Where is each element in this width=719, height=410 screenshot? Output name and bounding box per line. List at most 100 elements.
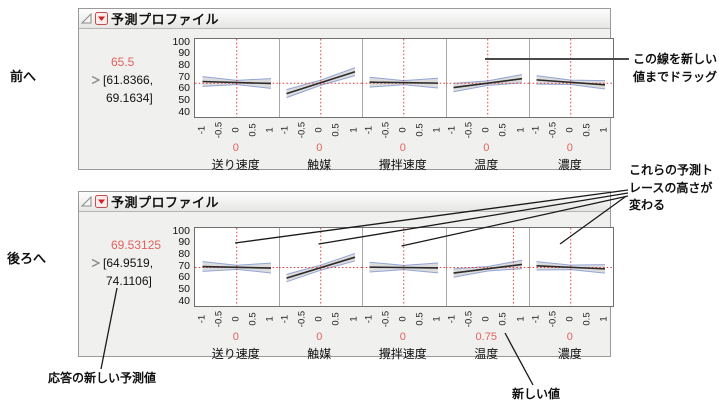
collapse-triangle-icon[interactable] (81, 196, 92, 207)
x-tick-label: 0.5 (247, 123, 259, 137)
factor-current-value[interactable]: 0 (316, 331, 323, 343)
red-triangle-menu-icon[interactable] (95, 195, 108, 208)
prediction-profiler-panel-top: 予測プロファイル 65.5 [61.8366, 69.1634] 100 90 80… (78, 8, 614, 172)
x-tick-label: 0 (230, 127, 242, 133)
x-tick-label: -1 (196, 314, 207, 324)
profiler-cell-送り速度[interactable] (195, 39, 279, 117)
x-tick-label: 1 (264, 316, 276, 322)
response-value-block: 69.53125 [64.9519, 74.1106] (91, 236, 187, 290)
x-tick-label: 0 (230, 316, 242, 322)
x-tick-label: 0 (397, 316, 409, 322)
profiler-cell-温度[interactable] (445, 228, 529, 306)
y-tick-label: 90 (178, 236, 190, 249)
profiler-plot-strip: 100 90 80 70 60 50 40 -1 -0.5 0 0.5 1 -1 -0.5 0 0.5 1 -1-… (172, 225, 614, 361)
x-tick-label: -1 (196, 125, 207, 135)
y-tick-label: 90 (178, 47, 190, 60)
y-tick-label: 80 (178, 58, 190, 71)
annotation-prev: 前へ (10, 69, 37, 84)
factor-current-value[interactable]: 0 (399, 331, 406, 343)
factor-name-label: 濃度 (557, 347, 582, 361)
x-tick-label: 0.5 (330, 123, 342, 137)
panel-title: 予測プロファイル (111, 195, 220, 210)
ci-lower: [61.8366, (103, 73, 154, 87)
panel-titlebar: 予測プロファイル (79, 192, 610, 212)
factor-name-label: 送り速度 (211, 158, 260, 172)
x-tick-label: -0.5 (547, 121, 559, 139)
x-tick-label: 1 (431, 127, 443, 133)
factor-current-value[interactable]: 0 (232, 142, 239, 154)
x-tick-label: 0.5 (414, 312, 426, 326)
profiler-cell-攪拌速度[interactable] (362, 39, 446, 117)
annotation-drag-line: この線を新しい 値までドラッグ (633, 52, 718, 84)
x-tick-label: 0.5 (581, 312, 593, 326)
x-tick-label: 0.5 (581, 123, 593, 137)
collapse-triangle-icon[interactable] (81, 13, 92, 24)
x-tick-label: 0.5 (247, 312, 259, 326)
x-tick-label: -0.5 (463, 121, 475, 139)
response-value-block: 65.5 [61.8366, 69.1634] (91, 53, 187, 107)
x-tick-label: 0 (564, 127, 576, 133)
response-axis[interactable]: 100 90 80 70 60 50 40 (164, 35, 190, 118)
x-tick-label: -1 (530, 125, 541, 135)
y-tick-label: 100 (172, 224, 190, 237)
x-tick-label: 0 (313, 316, 325, 322)
x-tick-label: 0 (313, 127, 325, 133)
prediction-profiler-panel-bottom: 予測プロファイル 69.53125 [64.9519, 74.1106] 100… (78, 191, 614, 361)
response-arrow-icon[interactable] (91, 75, 100, 85)
y-tick-label: 80 (178, 247, 190, 260)
annotation-next: 後ろへ (7, 251, 47, 266)
y-tick-label: 60 (178, 271, 190, 284)
x-tick-label: 1 (431, 316, 443, 322)
x-tick-label: 1 (598, 316, 610, 322)
factor-current-value[interactable]: 0 (483, 142, 490, 154)
profiler-cell-触媒[interactable] (278, 39, 362, 117)
y-tick-label: 70 (178, 70, 190, 83)
factor-current-value[interactable]: 0 (566, 142, 573, 154)
x-tick-label: 0.5 (497, 123, 509, 137)
profiler-cells-row (194, 38, 614, 118)
factor-current-value[interactable]: 0 (316, 142, 323, 154)
factor-name-label: 攪拌速度 (378, 347, 427, 361)
profiler-cell-温度[interactable] (445, 39, 529, 117)
x-tick-label: 1 (348, 316, 359, 322)
x-tick-label: 0.5 (497, 312, 509, 326)
factor-name-label: 送り速度 (211, 347, 260, 361)
factor-current-value[interactable]: 0 (566, 331, 573, 343)
x-tick-label: -1 (446, 125, 458, 135)
factor-name-label: 触媒 (307, 347, 332, 361)
y-tick-label: 100 (172, 35, 190, 48)
profiler-cell-触媒[interactable] (278, 228, 362, 306)
y-tick-label: 70 (178, 259, 190, 272)
factor-current-value[interactable]: 0 (232, 331, 239, 343)
x-tick-label: -1 (446, 314, 458, 324)
x-tick-label: -0.5 (213, 310, 225, 328)
annotation-traces-change: これらの予測ト レースの高さが 変わる (629, 163, 714, 212)
y-tick-label: 40 (178, 105, 190, 118)
panel-content: 65.5 [61.8366, 69.1634] 100 90 80 70 60 50 40-… (79, 29, 614, 172)
predicted-value: 65.5 (111, 55, 135, 69)
response-axis[interactable]: 100 90 80 70 60 50 40 (164, 224, 190, 306)
x-tick-label: 0.5 (414, 123, 426, 137)
red-triangle-menu-icon[interactable] (95, 12, 108, 25)
x-tick-label: -1 (363, 314, 374, 324)
x-tick-label: -0.5 (213, 121, 225, 139)
x-tick-label: 1 (264, 127, 276, 133)
x-tick-label: -1 (363, 125, 374, 135)
x-tick-label: -0.5 (380, 310, 392, 328)
profiler-cell-濃度[interactable] (529, 228, 613, 306)
y-tick-label: 60 (178, 82, 190, 95)
factor-current-value[interactable]: 0 (399, 142, 406, 154)
factor-name-label: 攪拌速度 (378, 158, 427, 172)
profiler-cell-濃度[interactable] (529, 39, 613, 117)
annotation-new-value: 新しい値 (512, 387, 561, 401)
ci-upper: 69.1634] (106, 91, 153, 105)
profiler-cell-送り速度[interactable] (195, 228, 279, 306)
x-tick-label: 1 (598, 127, 610, 133)
factor-axis-row: -1 -0.5 0 0.5 1 -1 -0.5 0 0.5 1 -1 -0.5 0 0.5 1 -1 -0.5 0… (194, 119, 613, 141)
response-arrow-icon[interactable] (91, 258, 100, 268)
profiler-cell-攪拌速度[interactable] (362, 228, 446, 306)
factor-current-value[interactable]: 0.75 (475, 331, 497, 343)
predicted-value: 69.53125 (111, 238, 162, 252)
profiler-plot-strip: 100 90 80 70 60 50 40 -1 -0.5 0 0.5 1 -1 -0.5 0 0.5 1 -1-… (172, 36, 614, 172)
x-tick-label: 0 (480, 127, 492, 133)
